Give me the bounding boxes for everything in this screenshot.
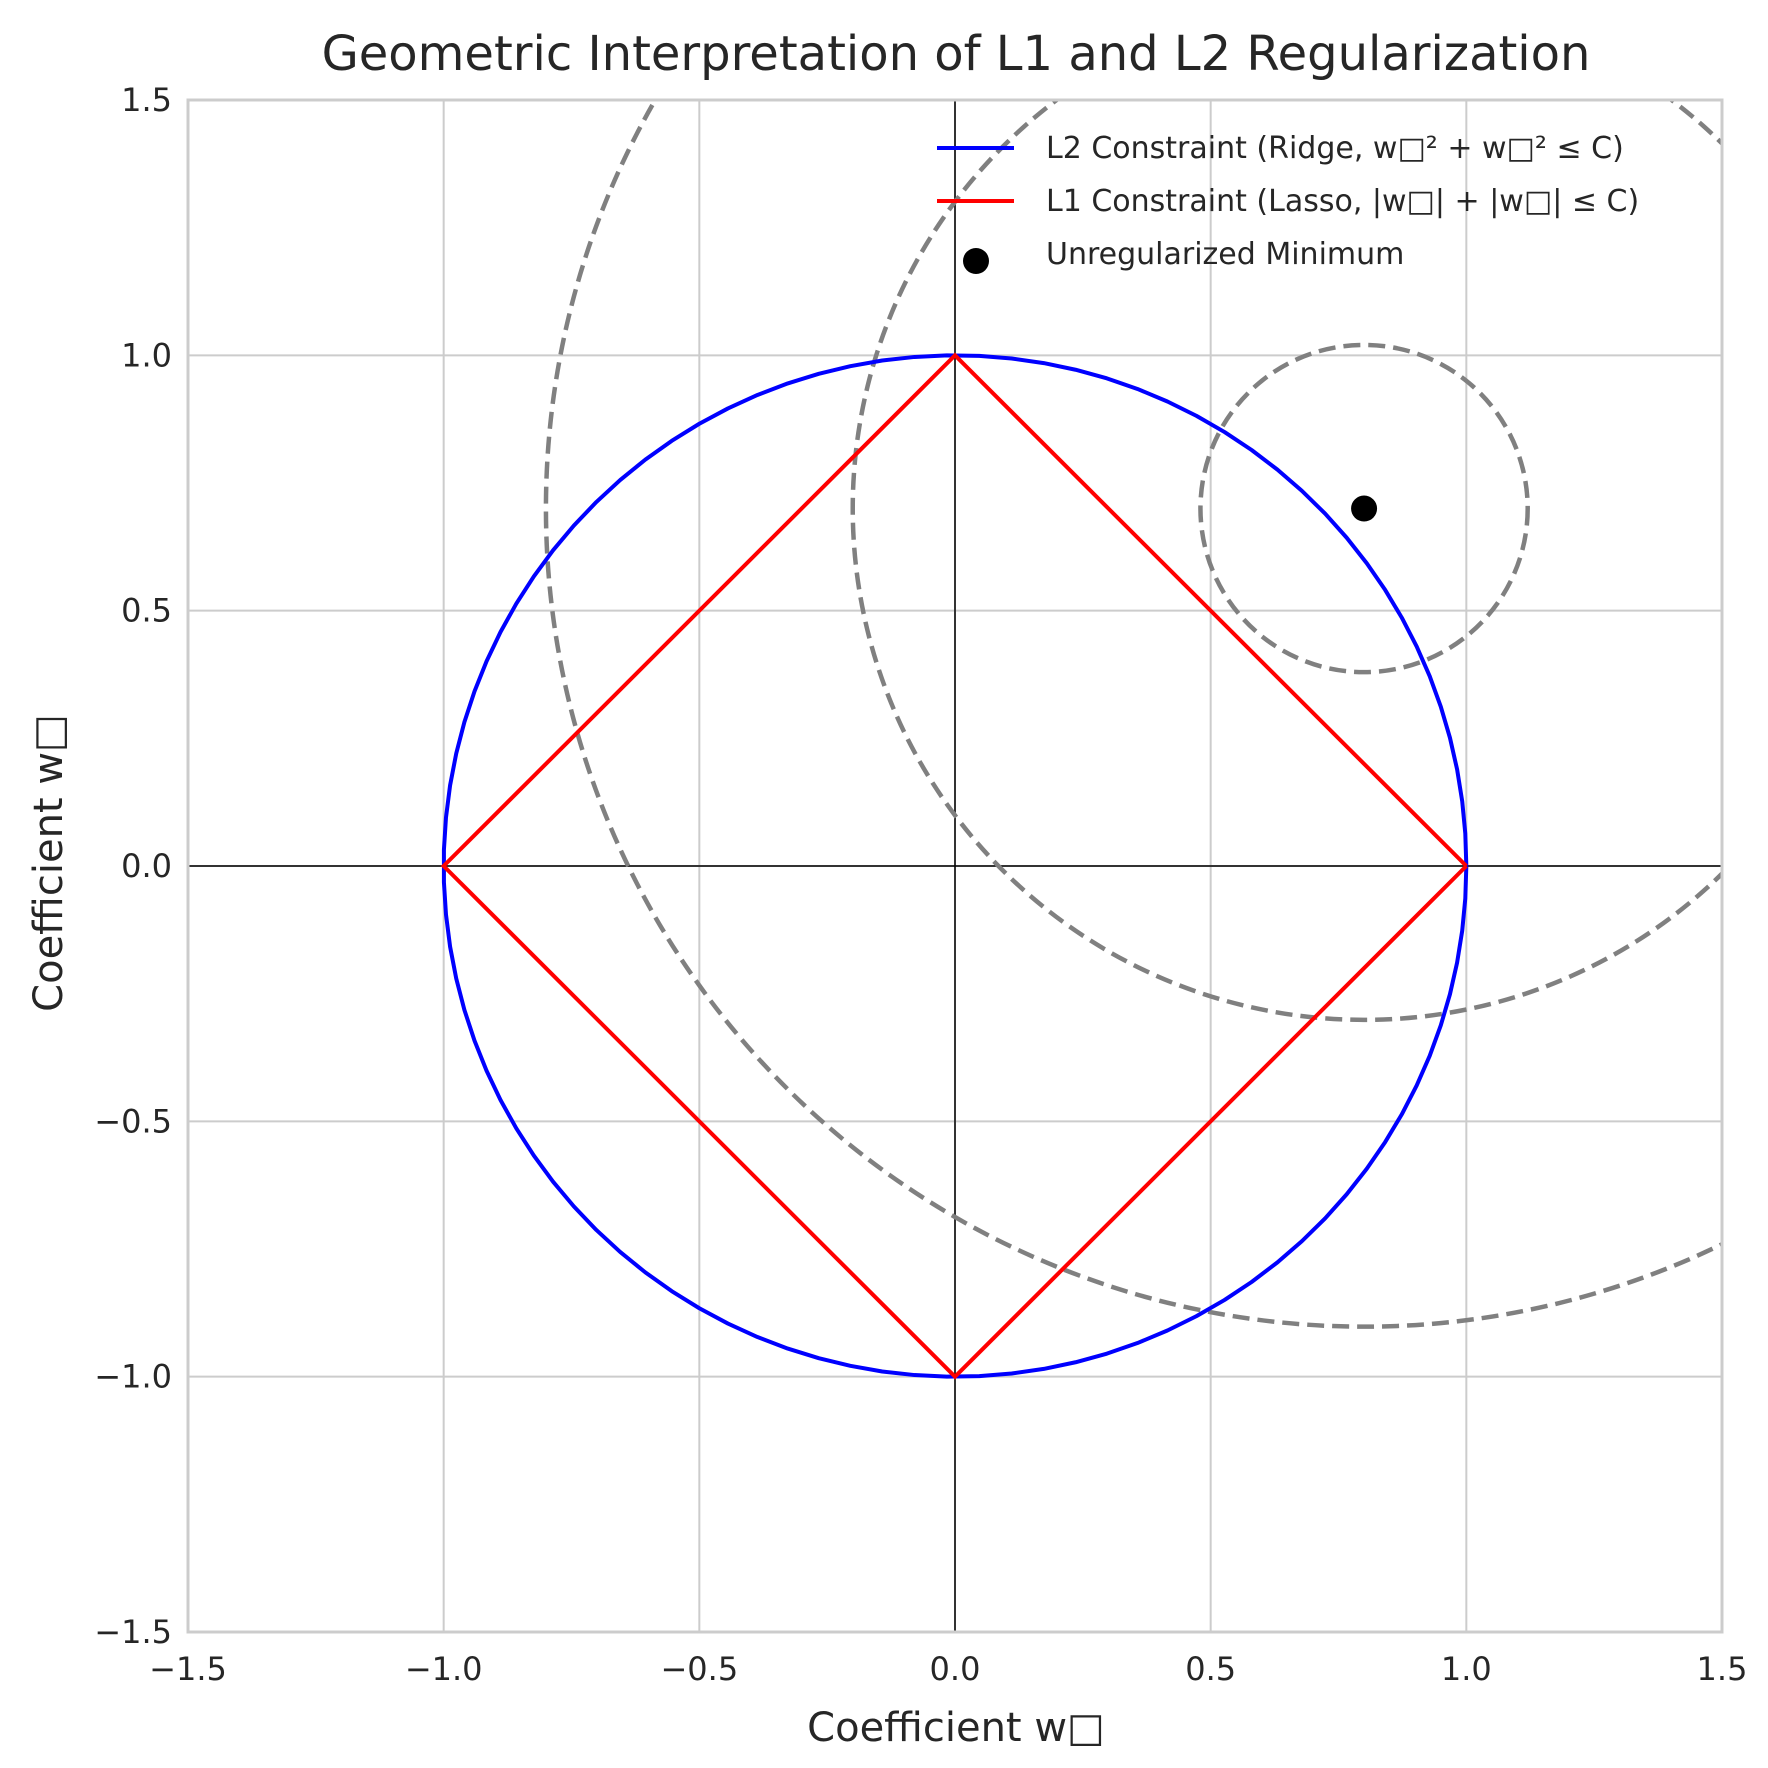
legend-label: L2 Constraint (Ridge, w□² + w□² ≤ C)	[1046, 131, 1624, 166]
y-tick-label: −1.5	[94, 1613, 172, 1651]
x-tick-label: 1.0	[1441, 1650, 1492, 1688]
plot-frame	[186, 98, 1724, 1634]
l1-constraint-diamond	[440, 352, 1468, 1380]
x-tick-label: −1.0	[405, 1650, 483, 1688]
y-tick-label: −0.5	[94, 1102, 172, 1140]
x-tick-label: 0.5	[1185, 1650, 1236, 1688]
y-tick-label: 1.5	[121, 81, 172, 119]
loss-contour	[543, 100, 1722, 1329]
y-tick-label: 0.0	[121, 847, 172, 885]
plot-area	[188, 100, 1722, 1632]
chart-title: Geometric Interpretation of L1 and L2 Re…	[322, 26, 1591, 82]
legend-label: L1 Constraint (Lasso, |w□| + |w□| ≤ C)	[1046, 184, 1639, 219]
legend-label: Unregularized Minimum	[1046, 237, 1404, 272]
y-tick-label: 1.0	[121, 336, 172, 374]
x-tick-label: −0.5	[660, 1650, 738, 1688]
loss-contour	[850, 100, 1722, 1022]
loss-contour	[1198, 342, 1530, 675]
tick-labels: −1.5 −1.0 −0.5 0.0 0.5 1.0 1.5 −1.5 −1.0 −0.5 0.0 0…	[94, 81, 1747, 1688]
x-tick-label: −1.5	[149, 1650, 227, 1688]
x-axis-label: Coefficient w□	[807, 1705, 1105, 1751]
legend-marker	[963, 248, 989, 274]
legend: L2 Constraint (Ridge, w□² + w□² ≤ C) L1 C…	[937, 131, 1639, 274]
y-tick-label: −1.0	[94, 1358, 172, 1396]
unregularized-minimum-point	[1351, 495, 1378, 522]
x-tick-label: 1.5	[1697, 1650, 1748, 1688]
plot-border	[186, 98, 1724, 1634]
y-tick-label: 0.5	[121, 592, 172, 630]
x-tick-label: 0.0	[930, 1650, 981, 1688]
y-axis-label: Coefficient w□	[26, 714, 72, 1012]
